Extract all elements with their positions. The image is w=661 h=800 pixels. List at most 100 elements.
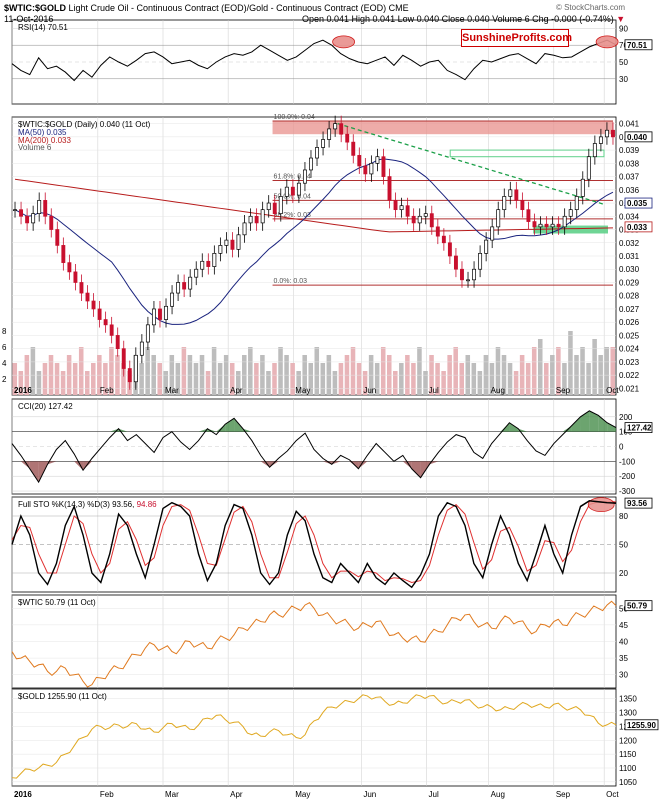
volume-bar bbox=[308, 363, 313, 395]
candle-body bbox=[49, 215, 54, 230]
candle-body bbox=[272, 202, 277, 214]
candle-body bbox=[206, 260, 211, 267]
wtic-line bbox=[11, 600, 617, 688]
candle-body bbox=[296, 182, 301, 196]
candle-body bbox=[278, 196, 283, 214]
price-month-label: Oct bbox=[606, 386, 619, 395]
sto-title-k: Full STO %K(14,3) %D(3) 93.56, bbox=[18, 500, 135, 509]
volume-bar bbox=[175, 363, 181, 395]
candle-body bbox=[363, 165, 368, 175]
price-tick: 0.028 bbox=[619, 292, 640, 301]
volume-bar bbox=[139, 363, 144, 395]
cci-overbought-area bbox=[509, 422, 519, 432]
candle-body bbox=[435, 226, 440, 237]
volume-tick: 2 bbox=[2, 375, 7, 384]
cci-tick: -100 bbox=[619, 457, 636, 466]
gold-last-value: 1255.90 bbox=[627, 721, 656, 730]
price-month-label: Sep bbox=[556, 386, 571, 395]
candle-body bbox=[508, 189, 513, 197]
volume-bar bbox=[91, 363, 96, 395]
candle-body bbox=[109, 324, 114, 336]
price-tick: 0.029 bbox=[619, 278, 640, 287]
candle-body bbox=[538, 223, 543, 228]
volume-tick: 6 bbox=[2, 343, 7, 352]
candle-body bbox=[79, 282, 84, 294]
volume-bar bbox=[163, 371, 169, 395]
rsi-title: RSI(14) 70.51 bbox=[18, 23, 68, 32]
candle-body bbox=[164, 305, 168, 320]
volume-bar bbox=[248, 347, 253, 395]
candle-body bbox=[604, 129, 609, 138]
candle-body bbox=[544, 223, 549, 228]
cci-oversold-area bbox=[260, 461, 270, 468]
cci-oversold-area bbox=[322, 461, 332, 465]
volume-bar bbox=[459, 363, 464, 395]
gold-tick: 1200 bbox=[619, 736, 637, 745]
cci-last-value: 127.42 bbox=[627, 424, 652, 433]
bottom-month-label: May bbox=[295, 790, 310, 799]
candle-body bbox=[381, 156, 386, 177]
bottom-month-label: 2016 bbox=[14, 790, 32, 799]
exchange: CME bbox=[388, 3, 409, 13]
price-last-value: 0.040 bbox=[627, 133, 648, 142]
volume-bar bbox=[380, 347, 386, 395]
volume-bar bbox=[254, 363, 259, 395]
candle-body bbox=[351, 141, 356, 156]
ma200-last-value: 0.033 bbox=[627, 223, 648, 232]
price-month-label: Jul bbox=[429, 386, 439, 395]
candle-body bbox=[139, 341, 144, 356]
cci-tick: 0 bbox=[619, 443, 624, 452]
bottom-month-label: Aug bbox=[491, 790, 505, 799]
candle-body bbox=[224, 239, 229, 246]
header-line1: $WTIC:$GOLD Light Crude Oil - Continuous… bbox=[4, 3, 409, 13]
volume-bar bbox=[145, 347, 150, 395]
price-tick: 0.034 bbox=[619, 212, 640, 221]
source-credit[interactable]: © StockCharts.com bbox=[555, 3, 625, 12]
volume-bar bbox=[568, 331, 573, 395]
gold-title: $GOLD 1255.90 (11 Oct) bbox=[18, 692, 107, 701]
cci-oversold-area bbox=[74, 461, 84, 471]
description: Light Crude Oil - Continuous Contract (E… bbox=[68, 3, 387, 13]
price-tick: 0.026 bbox=[619, 318, 640, 327]
candle-body bbox=[91, 300, 96, 310]
volume-bar bbox=[332, 371, 338, 395]
candle-body bbox=[580, 178, 585, 197]
volume-bar bbox=[229, 363, 235, 395]
cci-overbought-area bbox=[562, 425, 572, 432]
candle-body bbox=[562, 215, 567, 228]
candle-body bbox=[127, 368, 132, 383]
volume-bar bbox=[12, 363, 18, 395]
rsi-last-value: 70.51 bbox=[627, 41, 648, 50]
sto-last-value-box bbox=[624, 497, 653, 509]
volume-bar bbox=[235, 371, 241, 395]
candle-body bbox=[37, 200, 42, 214]
candle-body bbox=[115, 335, 120, 350]
volume-bar bbox=[562, 363, 567, 395]
cci-overbought-area bbox=[571, 416, 581, 432]
price-tick: 0.030 bbox=[619, 265, 640, 274]
candle-body bbox=[284, 186, 289, 197]
candle-body bbox=[230, 239, 235, 250]
cci-tick: -200 bbox=[619, 472, 636, 481]
candle-body bbox=[502, 196, 507, 211]
volume-bar bbox=[30, 347, 36, 395]
sto-k-line-top bbox=[580, 500, 617, 508]
candle-body bbox=[103, 319, 108, 326]
price-tick: 0.037 bbox=[619, 173, 640, 182]
candle-body bbox=[133, 354, 138, 383]
candle-body bbox=[592, 143, 597, 158]
ma50-line bbox=[14, 158, 614, 325]
volume-bar bbox=[356, 363, 362, 395]
candle-body bbox=[212, 253, 217, 267]
brand-logo[interactable]: SunshineProfits.com bbox=[461, 29, 572, 47]
volume-legend: Volume 6 bbox=[18, 143, 52, 152]
rsi-last-value-box bbox=[624, 39, 653, 51]
volume-bar bbox=[586, 363, 591, 395]
bottom-month-label: Apr bbox=[230, 790, 243, 799]
volume-bar bbox=[205, 371, 211, 395]
volume-bar bbox=[592, 339, 597, 395]
wtic-tick: 35 bbox=[619, 654, 628, 663]
volume-bar bbox=[393, 371, 398, 395]
volume-bar bbox=[350, 347, 356, 395]
